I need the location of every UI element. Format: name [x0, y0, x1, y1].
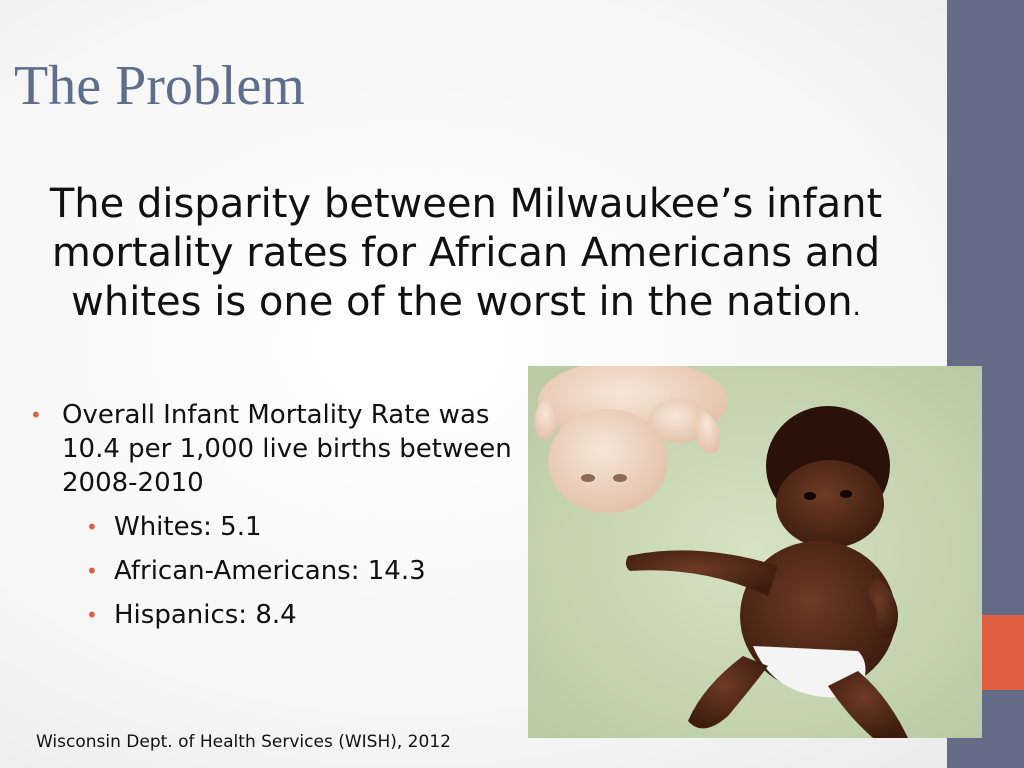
sub-bullet-item: • African-Americans: 14.3 [30, 549, 520, 593]
bullet-dot-icon: • [30, 403, 42, 427]
bullet-item: • Overall Infant Mortality Rate was 10.4… [30, 398, 520, 500]
bullet-text: Overall Infant Mortality Rate was 10.4 p… [62, 400, 512, 498]
bullet-dot-icon: • [86, 559, 98, 583]
infants-illustration [528, 366, 982, 738]
sub-bullet-text: Whites: 5.1 [114, 512, 262, 542]
statement-period: . [852, 292, 861, 322]
bullet-list: • Overall Infant Mortality Rate was 10.4… [30, 398, 520, 637]
infants-photo [528, 366, 982, 738]
sub-bullet-item: • Hispanics: 8.4 [30, 593, 520, 637]
sub-bullet-list: • Whites: 5.1 • African-Americans: 14.3 … [30, 505, 520, 637]
pale-infant [534, 366, 728, 513]
sub-bullet-text: Hispanics: 8.4 [114, 600, 297, 630]
slide-title: The Problem [14, 55, 305, 117]
statement-text: The disparity between Milwaukee’s infant… [49, 181, 883, 325]
bullet-dot-icon: • [86, 603, 98, 627]
bullet-dot-icon: • [86, 515, 98, 539]
sub-bullet-item: • Whites: 5.1 [30, 505, 520, 549]
problem-statement: The disparity between Milwaukee’s infant… [16, 180, 916, 332]
dark-infant [625, 406, 908, 738]
sub-bullet-text: African-Americans: 14.3 [114, 556, 426, 586]
source-citation: Wisconsin Dept. of Health Services (WISH… [36, 732, 451, 752]
